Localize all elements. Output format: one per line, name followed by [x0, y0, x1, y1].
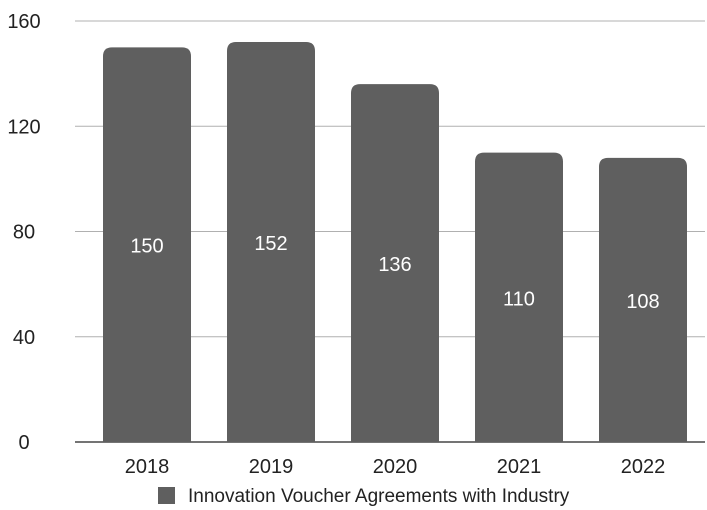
legend-label: Innovation Voucher Agreements with Indus…	[188, 486, 570, 507]
data-label-2020: 136	[378, 254, 411, 276]
y-tick-label: 120	[7, 116, 40, 138]
x-tick-label: 2018	[125, 456, 170, 478]
bar-2020	[351, 84, 439, 443]
legend-swatch	[158, 487, 175, 504]
y-tick-label: 40	[13, 327, 35, 349]
x-tick-label: 2020	[373, 456, 418, 478]
y-tick-label: 160	[7, 11, 40, 33]
x-tick-label: 2021	[497, 456, 542, 478]
legend: Innovation Voucher Agreements with Indus…	[158, 486, 570, 507]
bars	[103, 42, 687, 443]
bar-2022	[599, 157, 687, 442]
bar-2021	[475, 152, 563, 442]
x-axis: 2018 2019 2020 2021 2022	[125, 456, 666, 478]
bar-2019	[227, 42, 315, 443]
data-label-2019: 152	[254, 233, 287, 255]
x-tick-label: 2022	[621, 456, 666, 478]
data-label-2021: 110	[503, 288, 535, 310]
x-tick-label: 2019	[249, 456, 294, 478]
data-label-2022: 108	[626, 291, 659, 313]
y-tick-label: 0	[18, 432, 29, 454]
data-label-2018: 150	[130, 236, 163, 258]
y-tick-label: 80	[13, 222, 35, 244]
data-labels: 150 152 136 110 108	[130, 233, 659, 313]
y-axis: 0 40 80 120 160	[7, 11, 40, 454]
bar-2018	[103, 47, 191, 442]
